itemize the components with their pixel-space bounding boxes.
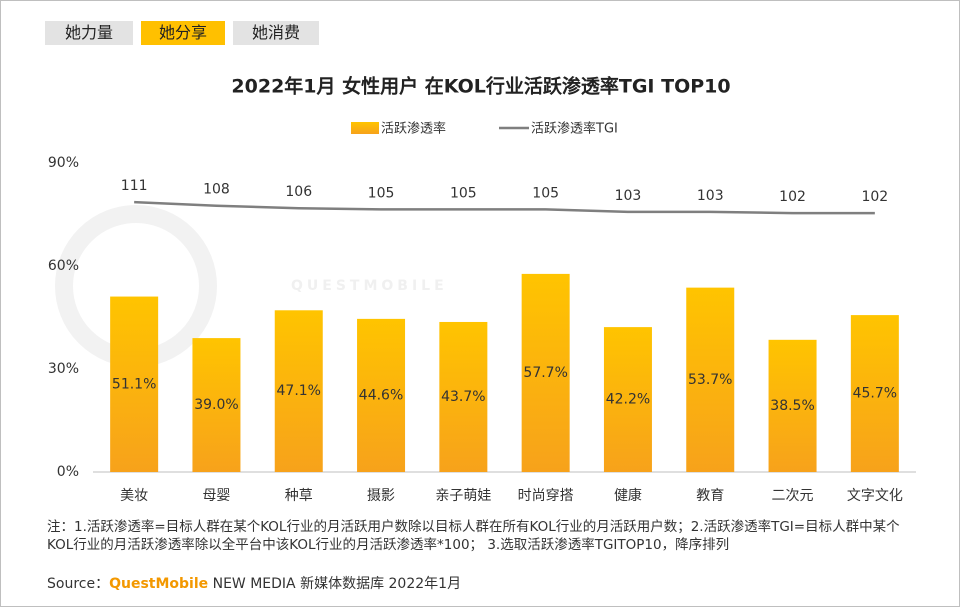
y-tick-label: 90% <box>48 155 79 171</box>
watermark: QUESTMOBILE <box>291 278 448 294</box>
data-label: 103 <box>615 188 642 204</box>
bar <box>768 339 817 472</box>
x-tick-label: 时尚穿搭 <box>518 488 574 504</box>
legend-swatch <box>351 122 379 134</box>
data-label: 105 <box>450 185 477 201</box>
y-tick-label: 30% <box>48 361 79 377</box>
bar <box>521 273 570 472</box>
source-text: NEW MEDIA 新媒体数据库 2022年1月 <box>208 576 462 592</box>
source: Source：QuestMobile NEW MEDIA 新媒体数据库 2022… <box>47 573 461 593</box>
data-label: 106 <box>285 184 312 200</box>
data-label: 102 <box>779 189 806 205</box>
x-tick-label: 文字文化 <box>847 488 903 504</box>
source-brand: QuestMobile <box>109 576 209 592</box>
bar <box>439 321 488 472</box>
data-label: 47.1% <box>277 383 321 399</box>
data-label: 44.6% <box>359 387 403 403</box>
data-label: 39.0% <box>194 397 238 413</box>
bar <box>274 310 323 472</box>
data-label: 43.7% <box>441 389 485 405</box>
data-label: 105 <box>368 185 395 201</box>
data-label: 103 <box>697 188 724 204</box>
bar <box>850 315 899 472</box>
x-tick-label: 亲子萌娃 <box>435 488 491 504</box>
x-tick-label: 二次元 <box>772 488 814 504</box>
x-tick-label: 健康 <box>614 487 642 504</box>
tab-active[interactable]: 她分享 <box>141 21 225 45</box>
bar <box>192 338 241 472</box>
data-label: 45.7% <box>853 386 897 402</box>
data-label: 105 <box>532 185 559 201</box>
note: 注：1.活跃渗透率=目标人群在某个KOL行业的月活跃用户数除以目标人群在所有KO… <box>47 519 900 553</box>
x-tick-label: 种草 <box>285 488 313 504</box>
y-tick-label: 0% <box>57 464 79 480</box>
data-label: 38.5% <box>770 398 814 414</box>
data-label: 51.1% <box>112 376 156 392</box>
bar <box>603 327 652 472</box>
x-tick-label: 摄影 <box>367 488 395 504</box>
source-label: Source： <box>47 576 110 592</box>
bar <box>110 296 159 472</box>
data-label: 111 <box>121 178 148 194</box>
data-label: 53.7% <box>688 372 732 388</box>
bar <box>686 287 735 472</box>
data-label: 42.2% <box>606 392 650 408</box>
line <box>134 200 875 215</box>
x-tick-label: 教育 <box>696 488 724 504</box>
data-label: 102 <box>861 189 888 205</box>
y-tick-label: 60% <box>48 258 79 274</box>
legend-label: 活跃渗透率TGI <box>531 121 618 137</box>
tab[interactable]: 她力量 <box>45 21 133 45</box>
chart-title: 2022年1月 女性用户 在KOL行业活跃渗透率TGI TOP10 <box>231 75 730 98</box>
x-tick-label: 母婴 <box>202 488 230 504</box>
tab[interactable]: 她消费 <box>233 21 319 45</box>
legend-label: 活跃渗透率 <box>381 121 446 137</box>
bar <box>357 318 406 472</box>
x-tick-label: 美妆 <box>120 488 148 504</box>
data-label: 108 <box>203 182 230 198</box>
data-label: 57.7% <box>523 365 567 381</box>
